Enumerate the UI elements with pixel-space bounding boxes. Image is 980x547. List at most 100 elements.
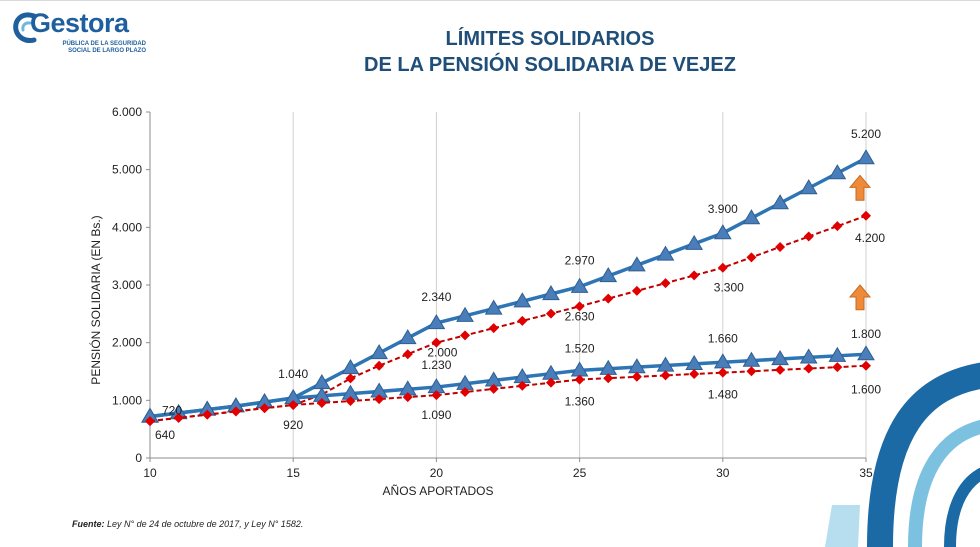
page-title-line2: DE LA PENSIÓN SOLIDARIA DE VEJEZ — [364, 54, 736, 76]
data-label: 2.630 — [565, 309, 595, 323]
y-tick-label: 2.000 — [112, 336, 142, 350]
triangle-marker — [456, 306, 474, 322]
triangle-marker — [713, 224, 732, 240]
x-tick-label: 15 — [287, 466, 301, 480]
diamond-marker — [574, 374, 585, 385]
data-label: 1.800 — [851, 327, 881, 341]
y-tick-label: 6.000 — [112, 105, 142, 119]
x-tick-label: 30 — [716, 466, 730, 480]
logo-subtitle-line2: SOCIAL DE LARGO PLAZO — [68, 48, 146, 54]
logo-swirl-icon — [13, 12, 37, 43]
triangle-marker — [799, 348, 818, 364]
diamond-marker — [832, 221, 843, 232]
diamond-marker — [374, 394, 385, 405]
diamond-marker — [861, 210, 871, 221]
diamond-marker — [803, 231, 814, 242]
diamond-marker — [202, 409, 213, 420]
data-label: 1.040 — [278, 367, 308, 381]
triangle-marker — [542, 285, 560, 301]
up-arrow-shape — [848, 284, 872, 311]
diamond-marker — [488, 323, 499, 334]
diamond-marker — [374, 360, 385, 371]
diamond-marker — [775, 364, 786, 375]
y-tick-label: 0 — [135, 451, 142, 465]
x-tick-label: 10 — [143, 466, 157, 480]
triangle-marker — [742, 351, 761, 367]
data-label: 1.230 — [421, 358, 451, 372]
source-note: Fuente: Ley N° de 24 de octubre de 2017,… — [72, 519, 303, 529]
x-tick-label: 35 — [859, 466, 873, 480]
diamond-marker — [345, 396, 356, 407]
up-arrow-shape — [848, 174, 872, 201]
data-label: 3.900 — [708, 202, 738, 216]
y-tick-label: 1.000 — [112, 393, 142, 407]
triangle-marker — [599, 267, 618, 283]
data-label: 920 — [283, 418, 303, 432]
triangle-marker — [828, 164, 847, 180]
diamond-marker — [660, 370, 671, 381]
diamond-marker — [631, 285, 642, 296]
diamond-marker — [775, 241, 786, 252]
diamond-marker — [603, 293, 614, 304]
diamond-marker — [145, 416, 155, 427]
diamond-marker — [603, 373, 614, 384]
diamond-marker — [574, 301, 585, 312]
data-label: 1.360 — [565, 395, 595, 409]
data-label: 640 — [155, 428, 175, 442]
diamond-marker — [230, 406, 241, 417]
top-rule — [0, 0, 980, 1]
triangle-marker — [799, 179, 818, 195]
diamond-marker — [689, 369, 700, 380]
data-label: 1.480 — [708, 388, 738, 402]
diamond-marker — [832, 362, 843, 373]
up-arrow-icon — [848, 174, 872, 201]
data-label: 1.600 — [851, 383, 881, 397]
triangle-marker — [742, 209, 761, 225]
triangle-marker — [685, 234, 704, 250]
data-label: 4.200 — [855, 231, 885, 245]
diamond-marker — [259, 403, 270, 414]
data-label: 3.300 — [714, 281, 744, 295]
triangle-marker — [370, 344, 388, 360]
x-tick-label: 20 — [430, 466, 444, 480]
diamond-marker — [660, 278, 671, 289]
logo-wordmark: Gestora — [30, 8, 129, 38]
diamond-marker — [689, 270, 700, 281]
chart-series — [141, 149, 875, 427]
diamond-marker — [402, 349, 413, 360]
triangle-marker — [398, 329, 417, 345]
gestora-logo: Gestora PÚBLICA DE LA SEGURIDAD SOCIAL D… — [12, 8, 146, 58]
data-label: 2.000 — [427, 346, 457, 360]
triangle-marker — [857, 345, 875, 361]
diamond-marker — [173, 412, 184, 423]
triangle-marker — [857, 149, 875, 165]
data-label: 1.090 — [421, 408, 451, 422]
triangle-marker — [570, 277, 589, 293]
diamond-marker — [746, 252, 757, 263]
triangle-marker — [513, 292, 532, 308]
chart-axes: 0 1.000 2.000 3.000 4.000 5.000 6.000 10 15 20 25 3… — [88, 105, 873, 498]
diamond-marker — [402, 392, 413, 403]
diamond-marker — [431, 337, 442, 348]
data-label: 5.200 — [851, 127, 881, 141]
y-axis-title: PENSIÓN SOLIDARIA (EN Bs.) — [88, 215, 103, 384]
triangle-marker — [828, 346, 847, 362]
diamond-marker — [717, 367, 728, 378]
diamond-marker — [545, 308, 556, 319]
data-label: 1.660 — [708, 331, 738, 345]
diamond-marker — [288, 399, 299, 410]
diamond-marker — [545, 377, 556, 388]
diamond-marker — [517, 315, 528, 326]
diamond-marker — [460, 330, 471, 341]
series-line-2 — [149, 214, 867, 423]
data-label: 720 — [162, 403, 182, 417]
triangle-marker — [427, 314, 446, 330]
x-axis-title: AÑOS APORTADOS — [383, 484, 494, 498]
data-label: 2.340 — [421, 290, 451, 304]
diamond-marker — [431, 390, 442, 401]
diamond-marker — [488, 383, 499, 394]
series-line-4 — [149, 364, 867, 423]
